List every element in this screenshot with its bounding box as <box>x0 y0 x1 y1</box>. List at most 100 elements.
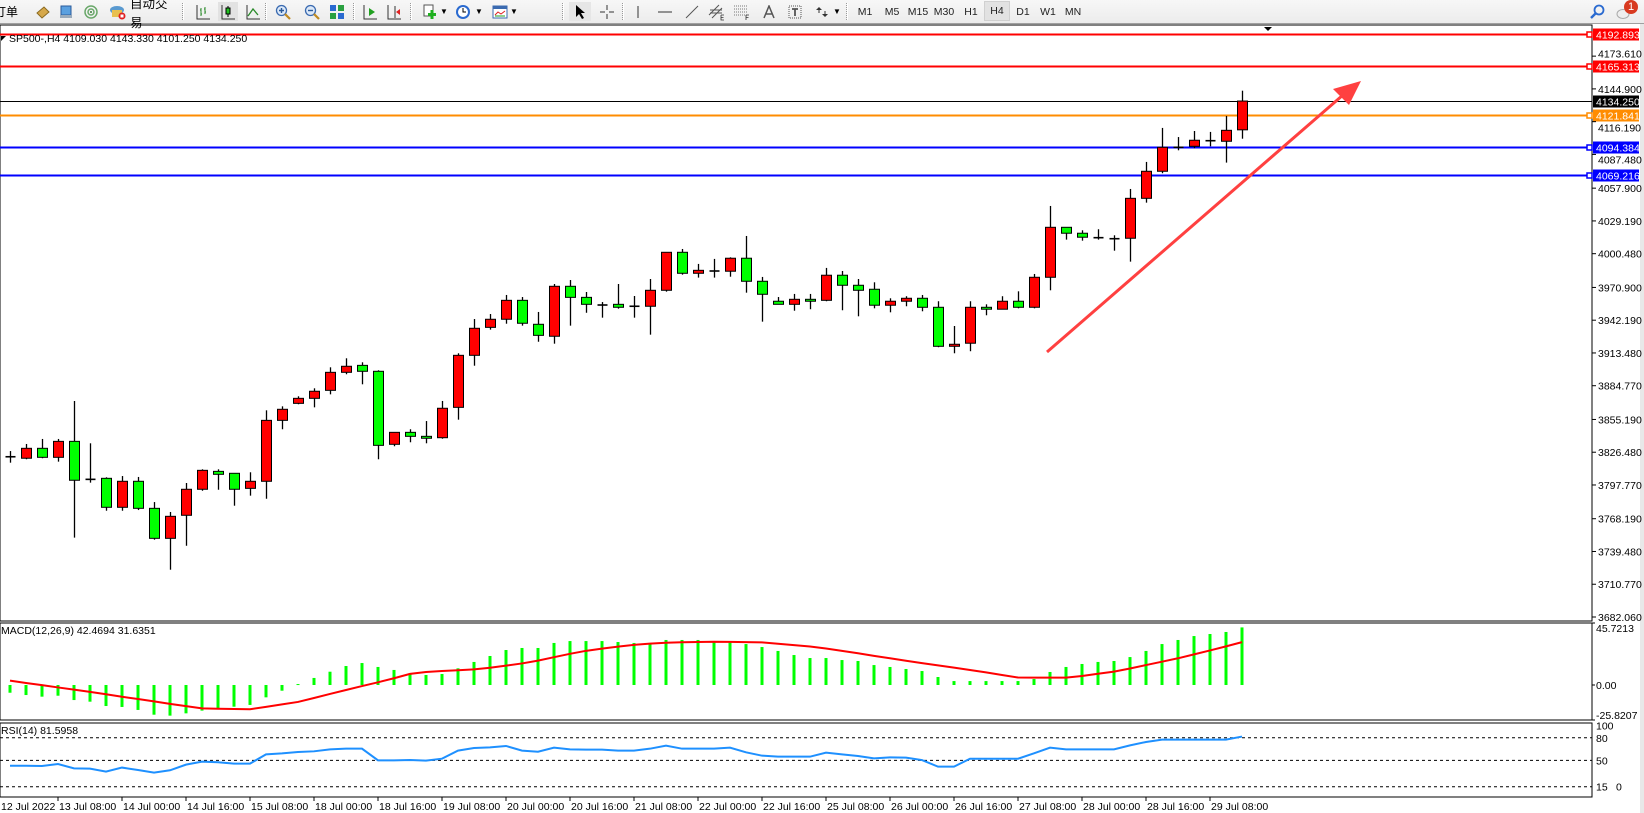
timeframe-h1[interactable]: H1 <box>959 2 983 21</box>
candlestick-chart-button[interactable] <box>218 2 238 21</box>
macd-histogram-bar <box>984 681 988 685</box>
price-line-label: 4192.893 <box>1596 30 1640 42</box>
chart-shift-button[interactable] <box>384 2 404 21</box>
timeframe-m1[interactable]: M1 <box>853 2 877 21</box>
candle-body <box>229 472 240 490</box>
timeframe-m30[interactable]: M30 <box>932 2 956 21</box>
candle-body <box>837 274 848 286</box>
candle-body <box>965 306 976 344</box>
periodicity-button[interactable] <box>453 2 473 21</box>
indicators-dropdown[interactable]: ▼ <box>440 2 448 21</box>
macd-histogram-bar <box>56 685 60 696</box>
time-label: 29 Jul 08:00 <box>1211 801 1268 813</box>
notifications-button[interactable]: 1 <box>1614 0 1642 21</box>
time-label: 28 Jul 00:00 <box>1083 801 1140 813</box>
market-watch-button[interactable] <box>33 2 53 21</box>
auto-trading-button[interactable]: 自动交易 <box>109 0 179 30</box>
navigator-icon <box>58 4 74 20</box>
price-tick-label: 4173.610 <box>1598 49 1642 61</box>
candle-body <box>405 431 416 437</box>
zoom-in-button[interactable] <box>273 2 293 21</box>
search-icon <box>1589 4 1605 20</box>
auto-scroll-button[interactable] <box>360 2 380 21</box>
candle-body <box>1061 226 1072 234</box>
templates-button[interactable] <box>490 2 510 21</box>
macd-histogram-bar <box>632 642 636 685</box>
auto-trading-label: 自动交易 <box>130 0 168 30</box>
timeframe-w1[interactable]: W1 <box>1036 2 1060 21</box>
rsi-line <box>10 735 1243 774</box>
caret-down-icon: ▼ <box>510 7 518 16</box>
candle-body <box>565 285 576 298</box>
signals-button[interactable] <box>81 2 101 21</box>
candle-body <box>21 447 32 459</box>
macd-histogram-bar <box>504 650 508 685</box>
candle-body <box>901 297 912 302</box>
timeframe-label: M5 <box>884 5 900 18</box>
cursor-tool-button[interactable] <box>569 2 591 21</box>
macd-histogram-bar <box>808 658 812 685</box>
time-label: 15 Jul 08:00 <box>251 801 308 813</box>
notification-badge: 1 <box>1624 0 1638 14</box>
candle-body <box>1237 100 1248 131</box>
bar-chart-icon <box>195 4 211 20</box>
macd-histogram-bar <box>328 671 332 685</box>
navigator-button[interactable] <box>56 2 76 21</box>
macd-tick-label: -25.8207 <box>1596 710 1638 722</box>
macd-histogram-bar <box>72 685 76 701</box>
timeframe-m15[interactable]: M15 <box>906 2 930 21</box>
templates-dropdown[interactable]: ▼ <box>510 2 518 21</box>
candlestick-icon <box>220 4 236 20</box>
price-tick-label: 3710.770 <box>1598 579 1642 591</box>
timeframe-label: W1 <box>1040 5 1056 18</box>
candle-body <box>133 480 144 509</box>
toolbar-separator <box>846 3 848 20</box>
chart-title: SP500-,H4 4109.030 4143.330 4101.250 413… <box>9 33 247 45</box>
macd-histogram-bar <box>696 639 700 685</box>
arrows-tool[interactable] <box>812 2 832 21</box>
macd-histogram-bar <box>1112 660 1116 685</box>
new-order-button[interactable]: 订单 <box>0 2 22 21</box>
macd-histogram-bar <box>344 666 348 685</box>
candle-body <box>1141 170 1152 199</box>
macd-histogram-bar <box>648 642 652 685</box>
macd-histogram-bar <box>472 661 476 685</box>
timeframe-mn[interactable]: MN <box>1061 2 1085 21</box>
candle-body <box>325 371 336 391</box>
fibonacci-tool[interactable] <box>732 2 752 21</box>
periodicity-dropdown[interactable]: ▼ <box>475 2 483 21</box>
text-label-tool[interactable] <box>785 2 805 21</box>
search-button[interactable] <box>1588 2 1606 21</box>
zoom-out-button[interactable] <box>302 2 322 21</box>
indicators-button[interactable] <box>420 2 440 21</box>
macd-pane <box>0 622 1593 721</box>
price-tick-label: 3682.060 <box>1598 612 1642 624</box>
timeframe-h4[interactable]: H4 <box>984 1 1010 21</box>
macd-histogram-bar <box>744 644 748 685</box>
timeframe-m5[interactable]: M5 <box>880 2 904 21</box>
macd-histogram-bar <box>40 685 44 697</box>
line-handle <box>1586 31 1593 38</box>
line-handle <box>1586 63 1593 70</box>
crosshair-tool-button[interactable] <box>597 2 617 21</box>
arrows-dropdown[interactable]: ▼ <box>833 2 841 21</box>
price-line-label-bg <box>1593 169 1639 182</box>
trendline-tool[interactable] <box>682 2 702 21</box>
line-chart-button[interactable] <box>243 2 263 21</box>
bar-chart-button[interactable] <box>193 2 213 21</box>
candle-body <box>869 288 880 306</box>
candle-body <box>53 440 64 458</box>
price-tick-label: 4087.480 <box>1598 155 1642 167</box>
vertical-line-tool[interactable] <box>628 2 648 21</box>
text-tool[interactable] <box>759 2 779 21</box>
horizontal-line-tool[interactable] <box>655 2 675 21</box>
macd-histogram-bar <box>456 668 460 685</box>
candle-body <box>533 323 544 336</box>
macd-histogram-bar <box>216 685 220 709</box>
price-tick-label: 3826.480 <box>1598 447 1642 459</box>
timeframe-d1[interactable]: D1 <box>1011 2 1035 21</box>
macd-histogram-bar <box>872 665 876 685</box>
tile-windows-button[interactable] <box>327 2 347 21</box>
equidistant-channel-tool[interactable] <box>707 2 727 21</box>
